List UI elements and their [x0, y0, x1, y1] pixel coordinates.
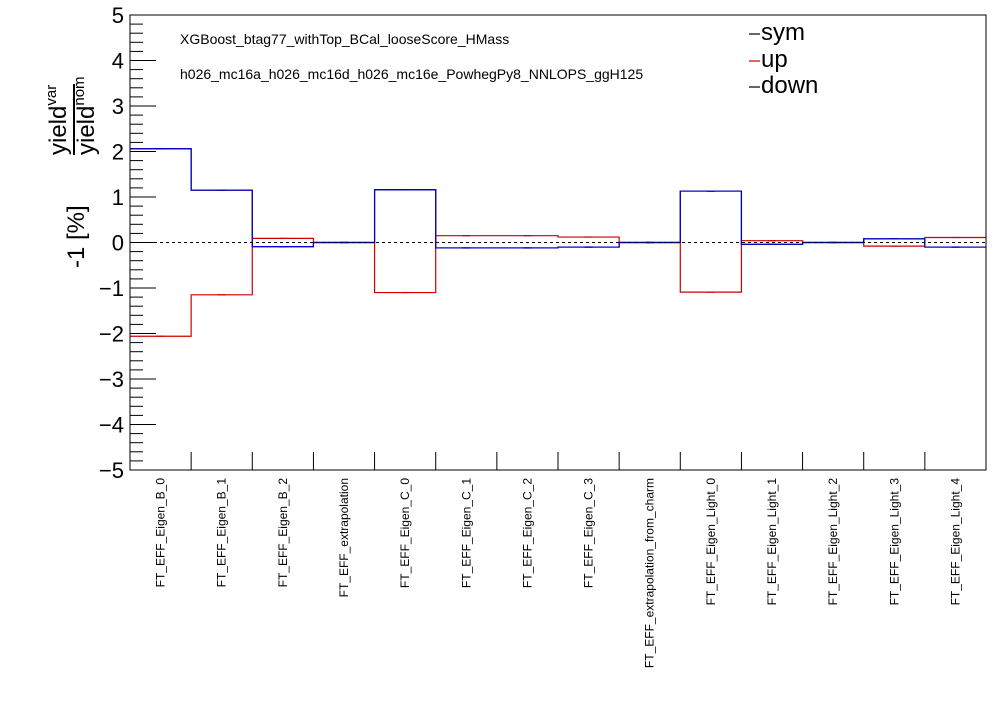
annotation-selection: XGBoost_btag77_withTop_BCal_looseScore_H…: [180, 31, 509, 47]
y-axis-title: yieldvar yieldnom -1 [%]: [43, 76, 100, 268]
x-category-label: FT_EFF_Eigen_Light_3: [887, 478, 901, 606]
x-category-label: FT_EFF_Eigen_C_2: [520, 478, 534, 588]
x-category-label: FT_EFF_Eigen_Light_1: [765, 478, 779, 606]
y-tick-label: −4: [99, 413, 124, 438]
y-tick-label: −5: [99, 458, 124, 483]
y-tick-label: 4: [112, 49, 124, 74]
y-tick-label: 0: [112, 231, 124, 256]
x-category-label: FT_EFF_Eigen_C_0: [398, 478, 412, 588]
x-category-label: FT_EFF_Eigen_C_3: [582, 478, 596, 588]
x-category-label: FT_EFF_extrapolation: [337, 478, 351, 597]
y-tick-label: −2: [99, 322, 124, 347]
y-axis: 5 4 3 2 1 0 −1 −2 −3 −4 −5: [99, 3, 156, 483]
y-tick-label: −3: [99, 367, 124, 392]
y-tick-label: 2: [112, 140, 124, 165]
y-tick-label: 3: [112, 94, 124, 119]
x-category-label: FT_EFF_Eigen_B_2: [276, 478, 290, 588]
legend-entry-sym: sym: [761, 19, 805, 46]
x-category-label: FT_EFF_Eigen_Light_4: [948, 478, 962, 606]
y-title-suffix: -1 [%]: [63, 205, 90, 268]
x-category-label: FT_EFF_Eigen_B_0: [154, 478, 168, 588]
y-tick-label: 1: [112, 185, 124, 210]
series-down-line: [130, 148, 986, 249]
legend-entry-down: down: [761, 72, 818, 99]
legend-entry-up: up: [761, 46, 788, 73]
y-tick-label: 5: [112, 3, 124, 28]
y-tick-label: −1: [99, 276, 124, 301]
x-category-label: FT_EFF_Eigen_Light_0: [704, 478, 718, 606]
x-category-label: FT_EFF_Eigen_C_1: [459, 478, 473, 588]
y-title-denominator: yieldnom: [71, 76, 100, 155]
x-axis: FT_EFF_Eigen_B_0 FT_EFF_Eigen_B_1 FT_EFF_E…: [154, 452, 962, 668]
x-category-label: FT_EFF_extrapolation_from_charm: [643, 478, 657, 668]
annotation-samples: h026_mc16a_h026_mc16d_h026_mc16e_PowhegP…: [180, 66, 643, 82]
x-category-label: FT_EFF_Eigen_Light_2: [826, 478, 840, 606]
legend: sym up down: [749, 19, 818, 99]
x-category-label: FT_EFF_Eigen_B_1: [215, 478, 229, 588]
y-title-numerator: yieldvar: [43, 85, 72, 155]
